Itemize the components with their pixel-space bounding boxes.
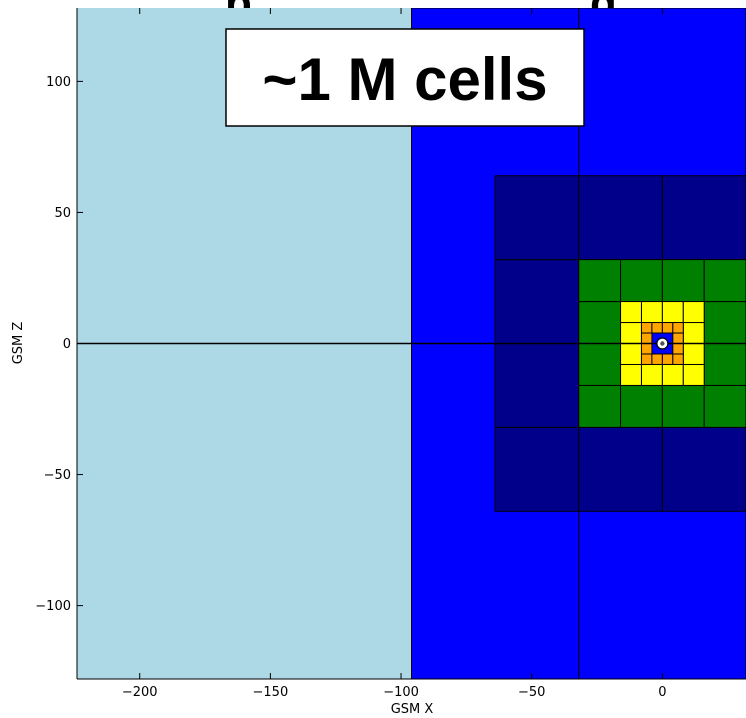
cell-level5 xyxy=(651,322,663,334)
y-tick-layer: −100 −50 0 50 100 xyxy=(35,75,83,614)
cell-level2 xyxy=(494,259,580,345)
annotation-box: ~1 M cells xyxy=(225,28,585,127)
y-axis-label: GSM Z xyxy=(11,322,26,365)
cell-level3 xyxy=(620,384,663,428)
x-tick-label: 0 xyxy=(658,685,666,700)
cell-level4 xyxy=(620,363,642,386)
cell-level5 xyxy=(640,343,653,355)
cell-level5 xyxy=(640,322,653,334)
cell-level5 xyxy=(672,343,684,355)
cell-level4 xyxy=(620,301,642,324)
cell-level5 xyxy=(661,322,674,334)
inner-boundary-layer xyxy=(656,337,669,350)
cell-level2 xyxy=(578,426,663,512)
cell-level2 xyxy=(661,175,746,261)
annotation-text: ~1 M cells xyxy=(262,46,547,113)
cell-level3 xyxy=(578,384,622,428)
cell-level3 xyxy=(620,259,663,303)
cell-level4 xyxy=(682,363,705,386)
cell-level3 xyxy=(661,384,705,428)
cell-level5 xyxy=(640,353,653,365)
x-tick-label: −100 xyxy=(383,685,419,700)
x-tick-label: −50 xyxy=(518,685,545,700)
cell-level5 xyxy=(651,353,663,365)
cell-level2 xyxy=(578,175,663,261)
cell-level4 xyxy=(640,301,663,324)
cell-level5 xyxy=(640,332,653,344)
x-axis-label: GSM X xyxy=(391,702,434,717)
cell-level4 xyxy=(661,301,684,324)
cell-level2 xyxy=(494,175,580,261)
y-tick-label: 100 xyxy=(46,75,71,90)
cell-level3 xyxy=(703,259,746,303)
y-tick-label: 0 xyxy=(63,337,71,352)
cell-level5 xyxy=(672,332,684,344)
cell-level3 xyxy=(578,259,622,303)
x-tick-layer: −200 −150 −100 −50 0 xyxy=(122,8,667,700)
cell-level2 xyxy=(661,426,746,512)
cell-level3 xyxy=(703,343,746,386)
cell-level5 xyxy=(672,353,684,365)
cell-level2 xyxy=(494,426,580,512)
cell-level4 xyxy=(682,301,705,324)
y-tick-label: −100 xyxy=(35,599,71,614)
cell-level3 xyxy=(661,259,705,303)
annotation-box-frame xyxy=(225,28,585,127)
cell-level3 xyxy=(703,384,746,428)
y-tick-label: 50 xyxy=(54,206,71,221)
cell-level3 xyxy=(703,301,746,344)
x-tick-label: −200 xyxy=(122,685,158,700)
cell-level4 xyxy=(682,322,705,344)
cell-level4 xyxy=(640,363,663,386)
cell-level4 xyxy=(661,363,684,386)
y-tick-label: −50 xyxy=(44,468,71,483)
cell-level2 xyxy=(494,343,580,428)
inner-boundary-dot xyxy=(660,341,665,346)
cell-level3 xyxy=(578,301,622,344)
cell-level5 xyxy=(661,353,674,365)
cell-level3 xyxy=(578,343,622,386)
cell-level5 xyxy=(672,322,684,334)
cell-level4 xyxy=(682,343,705,365)
x-tick-label: −150 xyxy=(253,685,289,700)
cell-level4 xyxy=(620,343,642,365)
cell-level4 xyxy=(620,322,642,344)
